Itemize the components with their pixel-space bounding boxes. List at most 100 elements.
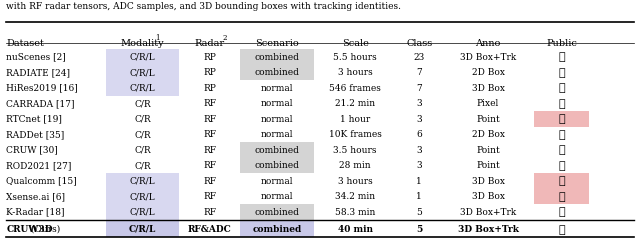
Text: 2D Box: 2D Box — [472, 68, 504, 77]
Text: C/R: C/R — [134, 115, 150, 123]
Text: 7: 7 — [417, 84, 422, 92]
Text: K-Radar [18]: K-Radar [18] — [6, 208, 65, 216]
Text: C/R/L: C/R/L — [129, 177, 156, 185]
Text: 1: 1 — [417, 177, 422, 185]
Text: Xsense.ai [6]: Xsense.ai [6] — [6, 192, 65, 201]
Text: RP: RP — [203, 53, 216, 62]
Text: Modality: Modality — [120, 39, 164, 48]
FancyBboxPatch shape — [534, 173, 589, 189]
Text: 23: 23 — [413, 53, 425, 62]
FancyBboxPatch shape — [106, 204, 179, 220]
Text: C/R/L: C/R/L — [129, 192, 156, 201]
Text: C/R: C/R — [134, 99, 150, 108]
Text: 1: 1 — [417, 192, 422, 201]
FancyBboxPatch shape — [106, 65, 179, 80]
Text: Point: Point — [476, 146, 500, 154]
Text: ✗: ✗ — [558, 114, 565, 124]
FancyBboxPatch shape — [240, 142, 314, 158]
Text: 6: 6 — [417, 130, 422, 139]
Text: Point: Point — [476, 115, 500, 123]
Text: ROD2021 [27]: ROD2021 [27] — [6, 161, 72, 170]
Text: C/R/L: C/R/L — [129, 225, 156, 234]
Text: 5: 5 — [416, 208, 422, 216]
Text: normal: normal — [260, 84, 293, 92]
Text: ✓: ✓ — [558, 224, 565, 235]
Text: ✓: ✓ — [558, 83, 565, 93]
Text: RF: RF — [203, 146, 216, 154]
Text: 3: 3 — [417, 146, 422, 154]
Text: normal: normal — [260, 115, 293, 123]
Text: C/R/L: C/R/L — [129, 208, 156, 216]
Text: RF: RF — [203, 99, 216, 108]
Text: normal: normal — [260, 99, 293, 108]
Text: RF: RF — [203, 161, 216, 170]
Text: RF: RF — [203, 130, 216, 139]
Text: RP: RP — [203, 84, 216, 92]
Text: 2: 2 — [223, 34, 227, 43]
Text: ✓: ✓ — [558, 130, 565, 139]
Text: 1: 1 — [155, 34, 160, 43]
Text: 3D Box: 3D Box — [472, 84, 504, 92]
Text: Pixel: Pixel — [477, 99, 499, 108]
Text: normal: normal — [260, 192, 293, 201]
Text: 3.5 hours: 3.5 hours — [333, 146, 377, 154]
Text: ✓: ✓ — [558, 68, 565, 77]
Text: RF&ADC: RF&ADC — [188, 225, 232, 234]
FancyBboxPatch shape — [106, 221, 179, 237]
Text: RF: RF — [203, 115, 216, 123]
Text: C/R/L: C/R/L — [129, 68, 156, 77]
Text: 1 hour: 1 hour — [340, 115, 371, 123]
Text: 3D Box: 3D Box — [472, 192, 504, 201]
Text: 7: 7 — [417, 68, 422, 77]
FancyBboxPatch shape — [106, 49, 179, 65]
Text: C/R/L: C/R/L — [129, 53, 156, 62]
FancyBboxPatch shape — [240, 158, 314, 173]
Text: RADIATE [24]: RADIATE [24] — [6, 68, 70, 77]
Text: 3D Box+Trk: 3D Box+Trk — [460, 208, 516, 216]
Text: normal: normal — [260, 130, 293, 139]
FancyBboxPatch shape — [240, 221, 314, 237]
Text: combined: combined — [252, 225, 301, 234]
Text: (Ours): (Ours) — [28, 225, 61, 234]
Text: CRUW3D: CRUW3D — [6, 225, 53, 234]
Text: RTCnet [19]: RTCnet [19] — [6, 115, 62, 123]
FancyBboxPatch shape — [240, 49, 314, 65]
Text: Dataset: Dataset — [6, 39, 44, 48]
Text: ✓: ✓ — [558, 99, 565, 108]
Text: C/R: C/R — [134, 161, 150, 170]
Text: Scenario: Scenario — [255, 39, 299, 48]
Text: combined: combined — [254, 161, 300, 170]
Text: C/R: C/R — [134, 130, 150, 139]
Text: Point: Point — [476, 161, 500, 170]
Text: 3 hours: 3 hours — [338, 68, 372, 77]
Text: CRUW [30]: CRUW [30] — [6, 146, 58, 154]
FancyBboxPatch shape — [106, 80, 179, 96]
FancyBboxPatch shape — [534, 111, 589, 127]
Text: Scale: Scale — [342, 39, 369, 48]
Text: ✗: ✗ — [558, 176, 565, 186]
Text: C/R/L: C/R/L — [129, 84, 156, 92]
Text: ✓: ✓ — [558, 145, 565, 155]
Text: 5.5 hours: 5.5 hours — [333, 53, 377, 62]
Text: 21.2 min: 21.2 min — [335, 99, 375, 108]
Text: 5: 5 — [416, 225, 422, 234]
Text: combined: combined — [254, 208, 300, 216]
Text: normal: normal — [260, 177, 293, 185]
Text: 58.3 min: 58.3 min — [335, 208, 376, 216]
Text: combined: combined — [254, 146, 300, 154]
Text: 28 min: 28 min — [339, 161, 371, 170]
Text: combined: combined — [254, 68, 300, 77]
Text: RF: RF — [203, 192, 216, 201]
Text: C/R: C/R — [134, 146, 150, 154]
Text: RP: RP — [203, 68, 216, 77]
FancyBboxPatch shape — [240, 204, 314, 220]
Text: 3D Box+Trk: 3D Box+Trk — [460, 53, 516, 62]
Text: 10K frames: 10K frames — [329, 130, 381, 139]
FancyBboxPatch shape — [106, 173, 179, 189]
Text: 3D Box: 3D Box — [472, 177, 504, 185]
Text: ✓: ✓ — [558, 52, 565, 62]
FancyBboxPatch shape — [240, 65, 314, 80]
Text: 3 hours: 3 hours — [338, 177, 372, 185]
Text: RADDet [35]: RADDet [35] — [6, 130, 65, 139]
Text: 34.2 min: 34.2 min — [335, 192, 375, 201]
